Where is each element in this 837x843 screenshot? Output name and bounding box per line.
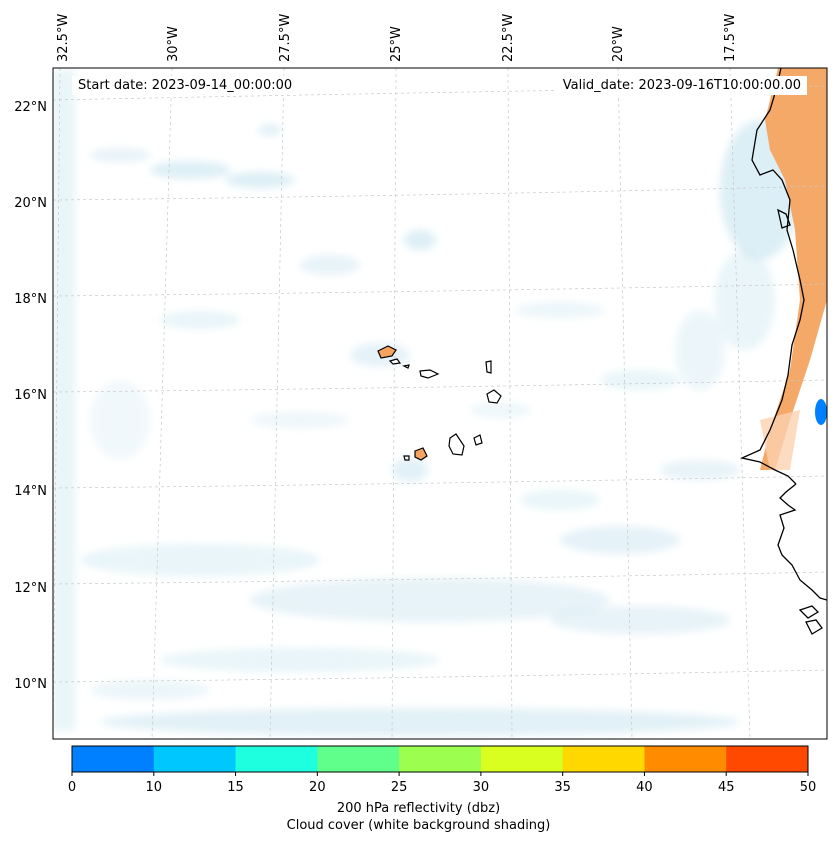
lon-label: 17.5°W [723, 14, 738, 62]
colorbar-subtitle: Cloud cover (white background shading) [286, 818, 551, 833]
colorbar-segment [317, 746, 400, 772]
colorbar-tick-label: 20 [309, 780, 326, 795]
colorbar-title: 200 hPa reflectivity (dbz) [336, 801, 501, 816]
lon-label: 25°W [389, 26, 404, 62]
lon-label: 22.5°W [501, 14, 516, 62]
lat-label: 22°N [14, 100, 47, 115]
colorbar-tick-label: 30 [473, 780, 490, 795]
colorbar-tick-label: 25 [391, 780, 408, 795]
colorbar-frame [71, 745, 809, 773]
colorbar-segment [399, 746, 482, 772]
colorbar-segment [72, 746, 155, 772]
lat-label: 12°N [14, 581, 47, 596]
lon-label: 20°W [611, 26, 626, 62]
valid-date-label: Valid_date: 2023-09-16T10:00:00.00 [556, 76, 807, 95]
start-date-label: Start date: 2023-09-14_00:00:00 [72, 76, 299, 95]
colorbar-segment [153, 746, 237, 772]
colorbar-segment [480, 746, 564, 772]
colorbar-segment [644, 746, 727, 772]
lon-label: 32.5°W [56, 14, 71, 62]
map-gridlines [53, 68, 827, 739]
colorbar-tick-label: 10 [146, 780, 163, 795]
cape-verde-islands [377, 345, 502, 461]
colorbar-segment [562, 746, 645, 772]
lat-label: 20°N [14, 196, 47, 211]
lat-label: 10°N [14, 677, 47, 692]
lat-label: 18°N [14, 292, 47, 307]
colorbar-segment [235, 746, 318, 772]
lon-label: 27.5°W [278, 14, 293, 62]
lat-label: 16°N [14, 388, 47, 403]
lon-label: 30°W [166, 26, 181, 62]
colorbar-segment [726, 746, 809, 772]
colorbar-tick-label: 40 [636, 780, 653, 795]
colorbar-tick-label: 0 [68, 780, 76, 795]
colorbar-tick-label: 15 [227, 780, 244, 795]
longitude-labels: 32.5°W 30°W 27.5°W 25°W 22.5°W 20°W 17.5… [56, 14, 738, 62]
map-frame [52, 67, 828, 740]
africa-coastline [739, 68, 827, 635]
reflectivity-shading [760, 68, 827, 470]
lat-label: 14°N [14, 484, 47, 499]
colorbar: 0 10 15 20 25 30 35 40 45 50 [68, 745, 817, 795]
colorbar-tick-label: 45 [718, 780, 735, 795]
latitude-labels: 22°N 20°N 18°N 16°N 14°N 12°N 10°N [14, 100, 47, 692]
colorbar-tick-label: 50 [800, 780, 817, 795]
colorbar-tick-label: 35 [554, 780, 571, 795]
cloud-cover-shading [53, 70, 800, 736]
